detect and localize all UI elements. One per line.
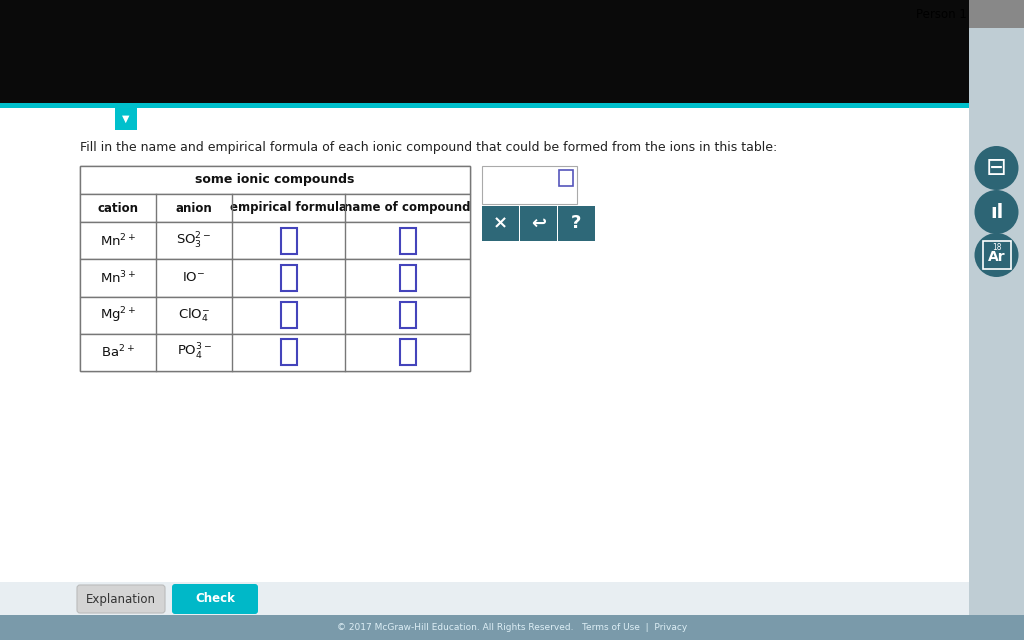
Bar — [399, 339, 416, 365]
Text: Ar: Ar — [988, 250, 1006, 264]
Text: ⊟: ⊟ — [986, 156, 1007, 180]
Text: Explanation: Explanation — [86, 593, 156, 605]
Bar — [558, 206, 595, 241]
Bar — [399, 265, 416, 291]
Text: Mg$^{2+}$: Mg$^{2+}$ — [99, 305, 136, 325]
Bar — [80, 222, 470, 259]
FancyBboxPatch shape — [77, 585, 165, 613]
Text: cation: cation — [97, 202, 138, 214]
Bar — [399, 302, 416, 328]
Text: some ionic compounds: some ionic compounds — [196, 173, 354, 186]
Bar — [982, 241, 1011, 269]
Text: ıl: ıl — [990, 202, 1004, 221]
Text: SO$_3^{2-}$: SO$_3^{2-}$ — [176, 230, 212, 251]
Bar — [399, 228, 416, 253]
Text: Check: Check — [195, 593, 234, 605]
Text: Person 1: Person 1 — [916, 8, 967, 20]
Text: ?: ? — [571, 214, 582, 232]
Bar — [0, 0, 969, 103]
Circle shape — [975, 190, 1019, 234]
Text: name of compound: name of compound — [344, 202, 471, 214]
Bar — [281, 228, 297, 253]
Text: anion: anion — [176, 202, 212, 214]
Bar — [0, 582, 969, 615]
Circle shape — [975, 146, 1019, 190]
Text: IO$^{-}$: IO$^{-}$ — [182, 271, 206, 284]
Text: PO$_4^{3-}$: PO$_4^{3-}$ — [176, 342, 212, 362]
Bar — [80, 333, 470, 371]
Bar — [969, 0, 1024, 28]
Bar — [80, 194, 470, 222]
Text: Mn$^{3+}$: Mn$^{3+}$ — [99, 269, 136, 286]
Bar — [80, 296, 470, 333]
Bar — [482, 206, 519, 241]
Text: ×: × — [493, 214, 508, 232]
Bar — [115, 108, 137, 130]
Text: Fill in the name and empirical formula of each ionic compound that could be form: Fill in the name and empirical formula o… — [80, 141, 777, 154]
Circle shape — [975, 233, 1019, 277]
Bar — [482, 166, 577, 204]
Bar — [0, 130, 969, 582]
Bar — [520, 206, 557, 241]
Bar — [281, 339, 297, 365]
Text: 18: 18 — [992, 243, 1001, 252]
Bar — [80, 166, 470, 194]
Bar — [0, 615, 1024, 640]
Text: © 2017 McGraw-Hill Education. All Rights Reserved.   Terms of Use  |  Privacy: © 2017 McGraw-Hill Education. All Rights… — [337, 623, 687, 632]
Text: ↩: ↩ — [530, 214, 546, 232]
Bar — [0, 103, 969, 108]
Text: ▼: ▼ — [122, 114, 130, 124]
Text: ClO$_4^{-}$: ClO$_4^{-}$ — [178, 307, 210, 324]
Bar — [80, 259, 470, 296]
Text: Mn$^{2+}$: Mn$^{2+}$ — [99, 232, 136, 249]
Bar — [281, 265, 297, 291]
Text: Ba$^{2+}$: Ba$^{2+}$ — [101, 344, 135, 361]
Bar — [969, 0, 1024, 640]
Bar — [281, 302, 297, 328]
Bar — [559, 170, 573, 186]
Bar — [80, 166, 470, 371]
Text: empirical formula: empirical formula — [230, 202, 347, 214]
FancyBboxPatch shape — [172, 584, 258, 614]
